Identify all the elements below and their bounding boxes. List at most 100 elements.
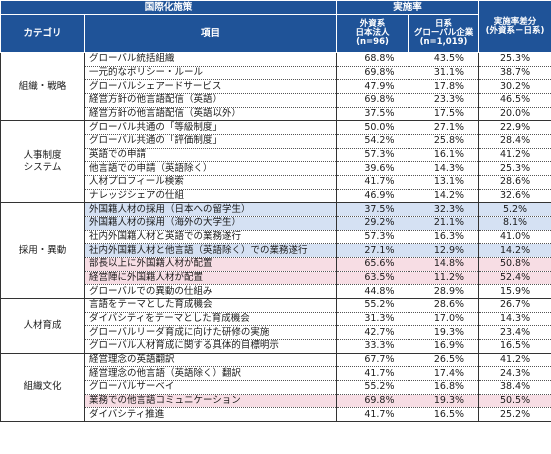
rate-header: 実施率 <box>336 0 480 15</box>
foreign-rate-cell: 65.6% <box>336 257 409 272</box>
group-header: 国際化施策 <box>0 0 338 15</box>
table-row: 人材育成 言語をテーマとした育成機会 55.2% 28.6% 26.7% <box>0 298 551 354</box>
foreign-rate-cell: 55.2% <box>336 380 409 395</box>
item-cell: グローバル人材育成に関する具体的目標明示 <box>84 339 338 354</box>
table-row: グローバルリーダ育成に向けた研修の実施 42.7% 19.3% 23.4% <box>1 325 551 341</box>
foreign-rate-cell: 69.8% <box>336 93 409 108</box>
table-row: 英語での申請 57.3% 16.1% 41.2% <box>1 148 551 163</box>
diff-rate-cell: 8.1% <box>478 216 551 231</box>
table-row: グローバル共通の「評価制度」 54.2% 25.8% 28.4% <box>1 134 551 149</box>
item-cell: グローバル統括組織 <box>84 52 338 67</box>
foreign-rate-cell: 54.2% <box>336 134 409 149</box>
japanese-rate-cell: 16.1% <box>408 148 480 163</box>
japanese-rate-cell: 17.5% <box>408 107 480 122</box>
diff-rate-cell: 41.2% <box>478 353 551 368</box>
diff-rate-cell: 38.4% <box>478 380 551 395</box>
item-cell: グローバルサーベイ <box>84 380 338 395</box>
foreign-rate-cell: 57.3% <box>336 230 409 245</box>
foreign-rate-cell: 41.7% <box>336 175 409 190</box>
foreign-rate-cell: 29.2% <box>336 216 409 231</box>
foreign-rate-cell: 33.3% <box>336 339 409 354</box>
diff-rate-cell: 16.5% <box>478 339 551 354</box>
diff-rate-cell: 25.3% <box>478 161 551 177</box>
item-cell: 経営陣に外国籍人材が配置 <box>84 271 338 286</box>
table-row: 社内外国籍人材と英語での業務遂行 57.3% 16.3% 41.0% <box>1 230 551 245</box>
table-body: 組織・戦略 グローバル統括組織 68.8% 43.5% 25.3% 一元的なポリシー・ルー… <box>0 52 551 423</box>
foreign-rate-cell: 44.8% <box>336 284 409 300</box>
foreign-rate-cell: 69.8% <box>336 394 409 409</box>
diff-rate-cell: 38.7% <box>478 66 551 81</box>
item-cell: グローバルシェアードサービス <box>84 79 338 95</box>
table-row: ナレッジシェアの仕組 46.9% 14.2% 32.6% <box>1 189 551 204</box>
diff-rate-cell: 41.2% <box>478 148 551 163</box>
table-row: 経営方針の他言語配信（英語以外） 37.5% 17.5% 20.0% <box>1 107 551 122</box>
japanese-rate-cell: 43.5% <box>408 52 480 67</box>
japanese-rate-cell: 28.6% <box>408 298 480 313</box>
diff-rate-cell: 23.4% <box>478 325 551 341</box>
table-row: 社内外国籍人材と他言語（英語除く）での業務遂行 27.1% 12.9% 14.2% <box>1 243 551 259</box>
japanese-rate-cell: 19.3% <box>408 325 480 341</box>
item-cell: 経営方針の他言語配信（英語以外） <box>84 107 338 122</box>
japanese-rate-cell: 14.2% <box>408 189 480 204</box>
foreign-rate-cell: 37.5% <box>336 107 409 122</box>
japanese-rate-cell: 25.8% <box>408 134 480 149</box>
diff-rate-cell: 5.2% <box>478 202 551 218</box>
japanese-rate-cell: 14.8% <box>408 257 480 272</box>
foreign-rate-cell: 67.7% <box>336 353 409 368</box>
foreign-rate-cell: 46.9% <box>336 189 409 204</box>
category-cell: 採用・異動 <box>0 202 85 300</box>
diff-rate-cell: 24.3% <box>478 366 551 382</box>
table-row: 業務での他言語コミュニケーション 69.8% 19.3% 50.5% <box>1 394 551 409</box>
diff-rate-cell: 25.3% <box>478 52 551 67</box>
category-cell: 人事制度 システム <box>0 120 85 204</box>
item-cell: グローバルリーダ育成に向けた研修の実施 <box>84 325 338 341</box>
japanese-rate-cell: 16.9% <box>408 339 480 354</box>
diff-rate-cell: 30.2% <box>478 79 551 95</box>
category-cell: 組織・戦略 <box>0 52 85 122</box>
table-row: グローバルシェアードサービス 47.9% 17.8% 30.2% <box>1 79 551 95</box>
diff-header: 実施率差分 (外資系－日系) <box>478 0 551 53</box>
diff-rate-cell: 41.0% <box>478 230 551 245</box>
foreign-rate-cell: 42.7% <box>336 325 409 341</box>
table-row: グローバルサーベイ 55.2% 16.8% 38.4% <box>1 380 551 395</box>
item-cell: グローバル共通の「評価制度」 <box>84 134 338 149</box>
japanese-rate-cell: 27.1% <box>408 120 480 136</box>
diff-rate-cell: 20.0% <box>478 107 551 122</box>
diff-rate-cell: 32.6% <box>478 189 551 204</box>
japanese-rate-cell: 17.0% <box>408 312 480 327</box>
item-cell: 人材プロフィール検索 <box>84 175 338 190</box>
table-row: 経営方針の他言語配信（英語） 69.8% 23.3% 46.5% <box>1 93 551 108</box>
item-cell: 社内外国籍人材と英語での業務遂行 <box>84 230 338 245</box>
diff-rate-cell: 28.4% <box>478 134 551 149</box>
diff-rate-cell: 26.7% <box>478 298 551 313</box>
table-row: ダイバシティをテーマとした育成機会 31.3% 17.0% 14.3% <box>1 312 551 327</box>
japanese-rate-cell: 14.3% <box>408 161 480 177</box>
item-cell: 言語をテーマとした育成機会 <box>84 298 338 313</box>
foreign-rate-cell: 63.5% <box>336 271 409 286</box>
foreign-rate-cell: 50.0% <box>336 120 409 136</box>
table-row: 部長以上に外国籍人材が配置 65.6% 14.8% 50.8% <box>1 257 551 272</box>
item-cell: ダイバシティをテーマとした育成機会 <box>84 312 338 327</box>
japanese-rate-cell: 32.3% <box>408 202 480 218</box>
diff-rate-cell: 52.4% <box>478 271 551 286</box>
foreign-rate-cell: 68.8% <box>336 52 409 67</box>
table-row: 人材プロフィール検索 41.7% 13.1% 28.6% <box>1 175 551 190</box>
category-header: カテゴリ <box>0 14 85 53</box>
policy-table: 国際化施策 実施率 実施率差分 (外資系－日系) カテゴリ 項目 外資系 日本法… <box>0 0 551 423</box>
table-row: 経営陣に外国籍人材が配置 63.5% 11.2% 52.4% <box>1 271 551 286</box>
japanese-rate-cell: 28.9% <box>408 284 480 300</box>
japanese-rate-cell: 17.8% <box>408 79 480 95</box>
item-cell: 他言語での申請（英語除く） <box>84 161 338 177</box>
japanese-rate-cell: 16.8% <box>408 380 480 395</box>
diff-rate-cell: 25.2% <box>478 407 551 423</box>
table-row: グローバル人材育成に関する具体的目標明示 33.3% 16.9% 16.5% <box>1 339 551 354</box>
foreign-rate-cell: 41.7% <box>336 366 409 382</box>
item-cell: 部長以上に外国籍人材が配置 <box>84 257 338 272</box>
japanese-rate-cell: 31.1% <box>408 66 480 81</box>
item-cell: 経営理念の英語翻訳 <box>84 353 338 368</box>
diff-rate-cell: 14.2% <box>478 243 551 259</box>
foreign-header: 外資系 日本法人 (n=96) <box>336 14 410 53</box>
foreign-rate-cell: 31.3% <box>336 312 409 327</box>
item-cell: 経営理念の他言語（英語除く）翻訳 <box>84 366 338 382</box>
table-row: グローバルでの異動の仕組み 44.8% 28.9% 15.9% <box>1 284 551 300</box>
